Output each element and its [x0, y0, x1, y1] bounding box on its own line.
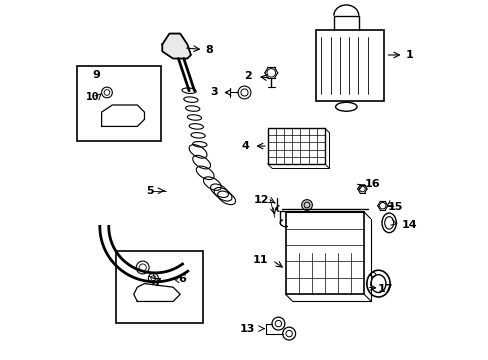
Bar: [116, 251, 203, 323]
Text: 15: 15: [386, 202, 402, 212]
Text: 12: 12: [253, 195, 269, 204]
Bar: [285, 212, 364, 294]
Text: 6: 6: [178, 274, 186, 284]
Text: 3: 3: [210, 87, 217, 98]
Circle shape: [301, 200, 312, 210]
Text: 2: 2: [244, 71, 251, 81]
Text: 8: 8: [205, 45, 212, 55]
Text: 5: 5: [146, 186, 154, 196]
Bar: [77, 66, 160, 141]
Text: 11: 11: [252, 255, 267, 265]
Bar: [267, 128, 324, 164]
Text: 10: 10: [85, 92, 99, 102]
Polygon shape: [162, 33, 190, 59]
Bar: [315, 30, 383, 102]
Text: 7: 7: [153, 278, 161, 288]
Text: 4: 4: [242, 141, 249, 151]
Text: 16: 16: [364, 179, 380, 189]
Text: 17: 17: [377, 284, 392, 294]
Text: 14: 14: [401, 220, 416, 230]
Text: 13: 13: [239, 324, 255, 334]
Text: 9: 9: [93, 69, 101, 80]
Text: 1: 1: [405, 50, 412, 60]
